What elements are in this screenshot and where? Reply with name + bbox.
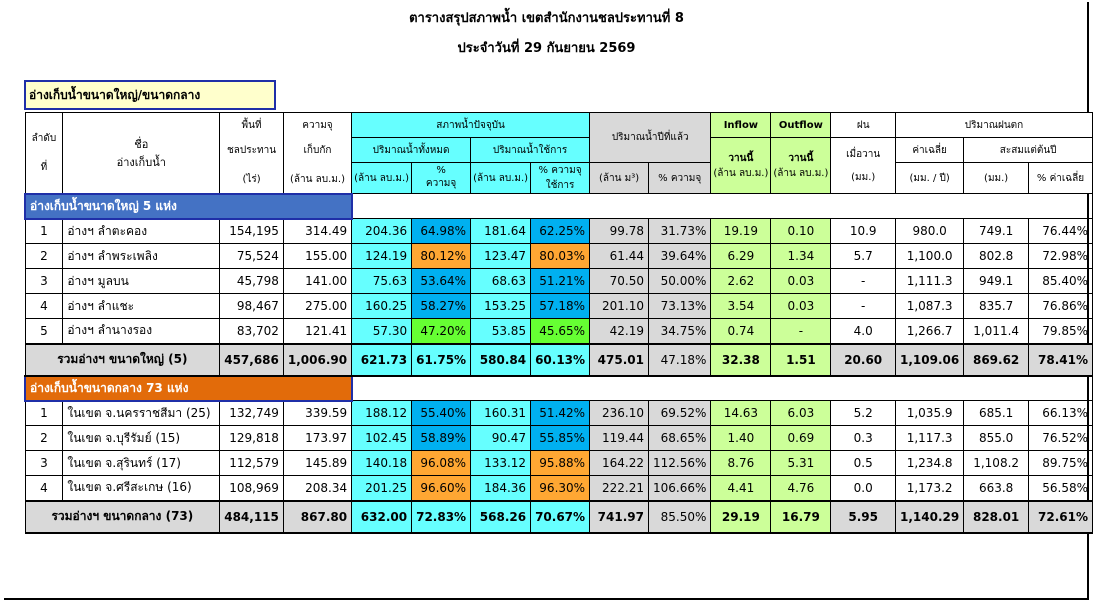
header-rainfall: ปริมาณฝนตก — [895, 112, 1093, 138]
header-rain: ฝน — [830, 112, 897, 138]
header-ly-mcm: (ล้าน ม³) — [589, 162, 649, 194]
header-row-2: ปริมาณน้ำทั้งหมด ปริมาณน้ำใช้การ วานนี้(… — [25, 137, 1093, 194]
header-accum-pct: % ค่าเฉลี่ย — [1028, 162, 1093, 194]
report-date: ประจำวันที่ 29 กันยายน 2569 — [457, 41, 636, 56]
header-inflow: Inflow — [710, 112, 772, 138]
reservoir-name: ในเขต จ.บุรีรัมย์ (15) — [62, 425, 221, 451]
header-name: ชื่อ อ่างเก็บน้ำ — [62, 112, 221, 194]
table-row: 1 ในเขต จ.นครราชสีมา (25) 132,749 339.59… — [24, 400, 1093, 426]
header-ly-pct: % ความจุ — [647, 162, 712, 194]
header-outflow-today: วานนี้ (ล้าน ลบ.ม.) — [770, 137, 832, 194]
header-inflow-today: วานนี้ (ล้าน ลบ.ม.) — [710, 137, 772, 194]
header-accum-unit: (มม.) — [963, 162, 1030, 194]
header-use-mcm: (ล้าน ลบ.ม.) — [470, 162, 532, 194]
reservoir-name: อ่างฯ ลำตะคอง — [62, 218, 221, 244]
header-accumulated: สะสมแต่ต้นปี — [963, 137, 1093, 163]
page-frame-bottom — [4, 598, 1089, 600]
table-row: 2 ในเขต จ.บุรีรัมย์ (15) 129,818 173.97 … — [24, 425, 1093, 451]
large-total-row: รวมอ่างฯ ขนาดใหญ่ (5) 457,686 1,006.90 6… — [24, 342, 1093, 377]
header-total-volume: ปริมาณน้ำทั้งหมด — [351, 137, 472, 163]
reservoir-name: อ่างฯ ลำพระเพลิง — [62, 243, 221, 269]
table-row: 1 อ่างฯ ลำตะคอง 154,195 314.49 204.36 64… — [24, 218, 1093, 244]
header-seq: ลำดับ ที่ — [24, 112, 64, 194]
table-row: 3 ในเขต จ.สุรินทร์ (17) 112,579 145.89 1… — [24, 450, 1093, 476]
reservoir-name: ในเขต จ.นครราชสีมา (25) — [62, 400, 221, 426]
large-section-label: อ่างเก็บน้ำขนาดใหญ่ 5 แห่ง — [24, 192, 353, 220]
header-vol-mcm: (ล้าน ลบ.ม.) — [351, 162, 413, 194]
header-last-year: ปริมาณน้ำปีที่แล้ว — [589, 112, 712, 163]
header-current: สภาพน้ำปัจจุบัน — [351, 112, 591, 138]
section-label: อ่างเก็บน้ำขนาดใหญ่/ขนาดกลาง — [24, 80, 276, 110]
header-use-pct: % ความจุ ใช้การ — [530, 162, 591, 194]
water-summary-table: ลำดับ ที่ ชื่อ อ่างเก็บน้ำ พื้นที่ ชลประทาน… — [24, 112, 1093, 534]
header-outflow: Outflow — [770, 112, 832, 138]
header-vol-pct: % ความจุ — [411, 162, 472, 194]
header-rain-yesterday: เมื่อวาน (มม.) — [830, 137, 897, 194]
medium-total-row: รวมอ่างฯ ขนาดกลาง (73) 484,115 867.80 63… — [24, 499, 1093, 534]
header-average: ค่าเฉลี่ย — [895, 137, 965, 163]
report-title: ตารางสรุปสภาพน้ำ เขตสำนักงานชลประทานที่ … — [409, 11, 684, 26]
table-row: 2 อ่างฯ ลำพระเพลิง 75,524 155.00 124.19 … — [24, 243, 1093, 269]
header-usable-volume: ปริมาณน้ำใช้การ — [470, 137, 591, 163]
table-row: 4 ในเขต จ.ศรีสะเกษ (16) 108,969 208.34 2… — [24, 475, 1093, 501]
reservoir-name: ในเขต จ.สุรินทร์ (17) — [62, 450, 221, 476]
reservoir-name: อ่างฯ ลำแชะ — [62, 293, 221, 319]
reservoir-name: ในเขต จ.ศรีสะเกษ (16) — [62, 475, 221, 501]
table-row: 4 อ่างฯ ลำแชะ 98,467 275.00 160.25 58.27… — [24, 293, 1093, 319]
header-area: พื้นที่ ชลประทาน (ไร่) — [219, 112, 284, 194]
header-row-1: ลำดับ ที่ ชื่อ อ่างเก็บน้ำ พื้นที่ ชลประทาน… — [24, 112, 1093, 194]
medium-section-label: อ่างเก็บน้ำขนาดกลาง 73 แห่ง — [24, 374, 353, 402]
reservoir-name: อ่างฯ ลำนางรอง — [62, 318, 221, 344]
large-section-row: อ่างเก็บน้ำขนาดใหญ่ 5 แห่ง — [24, 192, 1093, 220]
table-row: 3 อ่างฯ มูลบน 45,798 141.00 75.63 53.64%… — [24, 268, 1093, 294]
header-avg-unit: (มม. / ปี) — [895, 162, 965, 194]
reservoir-name: อ่างฯ มูลบน — [62, 268, 221, 294]
table-row: 5 อ่างฯ ลำนางรอง 83,702 121.41 57.30 47.… — [24, 318, 1093, 344]
medium-section-row: อ่างเก็บน้ำขนาดกลาง 73 แห่ง — [24, 374, 1093, 402]
header-capacity: ความจุ เก็บกัก (ล้าน ลบ.ม.) — [282, 112, 353, 194]
